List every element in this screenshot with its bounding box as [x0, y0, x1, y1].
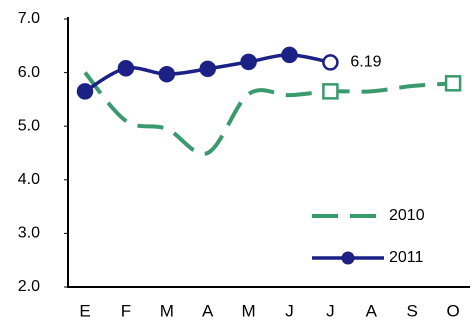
x-tick-label: M	[160, 301, 174, 320]
y-tick-label: 7.0	[18, 10, 40, 27]
y-tick-label: 4.0	[18, 171, 40, 188]
marker	[444, 75, 462, 92]
marker	[158, 65, 176, 83]
x-tick-label: F	[121, 301, 131, 320]
marker	[199, 60, 216, 78]
marker	[322, 83, 339, 100]
y-tick-label: 2.0	[18, 278, 40, 295]
x-tick-label: O	[446, 301, 459, 320]
x-tick-label: A	[202, 301, 214, 320]
legend-label: 2011	[389, 249, 424, 266]
series-line	[83, 71, 454, 156]
x-tick-label: J	[285, 301, 294, 320]
y-tick-label: 5.0	[18, 117, 40, 134]
marker	[281, 46, 298, 64]
y-tick-label: 6.0	[18, 64, 40, 81]
marker	[240, 53, 257, 71]
marker	[322, 54, 339, 71]
marker	[76, 83, 94, 100]
x-tick-label: A	[366, 301, 378, 320]
x-tick-label: J	[326, 301, 335, 320]
y-tick-label: 3.0	[18, 225, 40, 242]
x-tick-label: E	[79, 301, 90, 320]
data-label: 6.19	[350, 54, 381, 71]
legend-marker	[341, 251, 355, 265]
marker	[117, 60, 135, 77]
x-tick-label: S	[407, 301, 418, 320]
x-tick-label: M	[242, 301, 256, 320]
legend-label: 2010	[389, 207, 425, 224]
